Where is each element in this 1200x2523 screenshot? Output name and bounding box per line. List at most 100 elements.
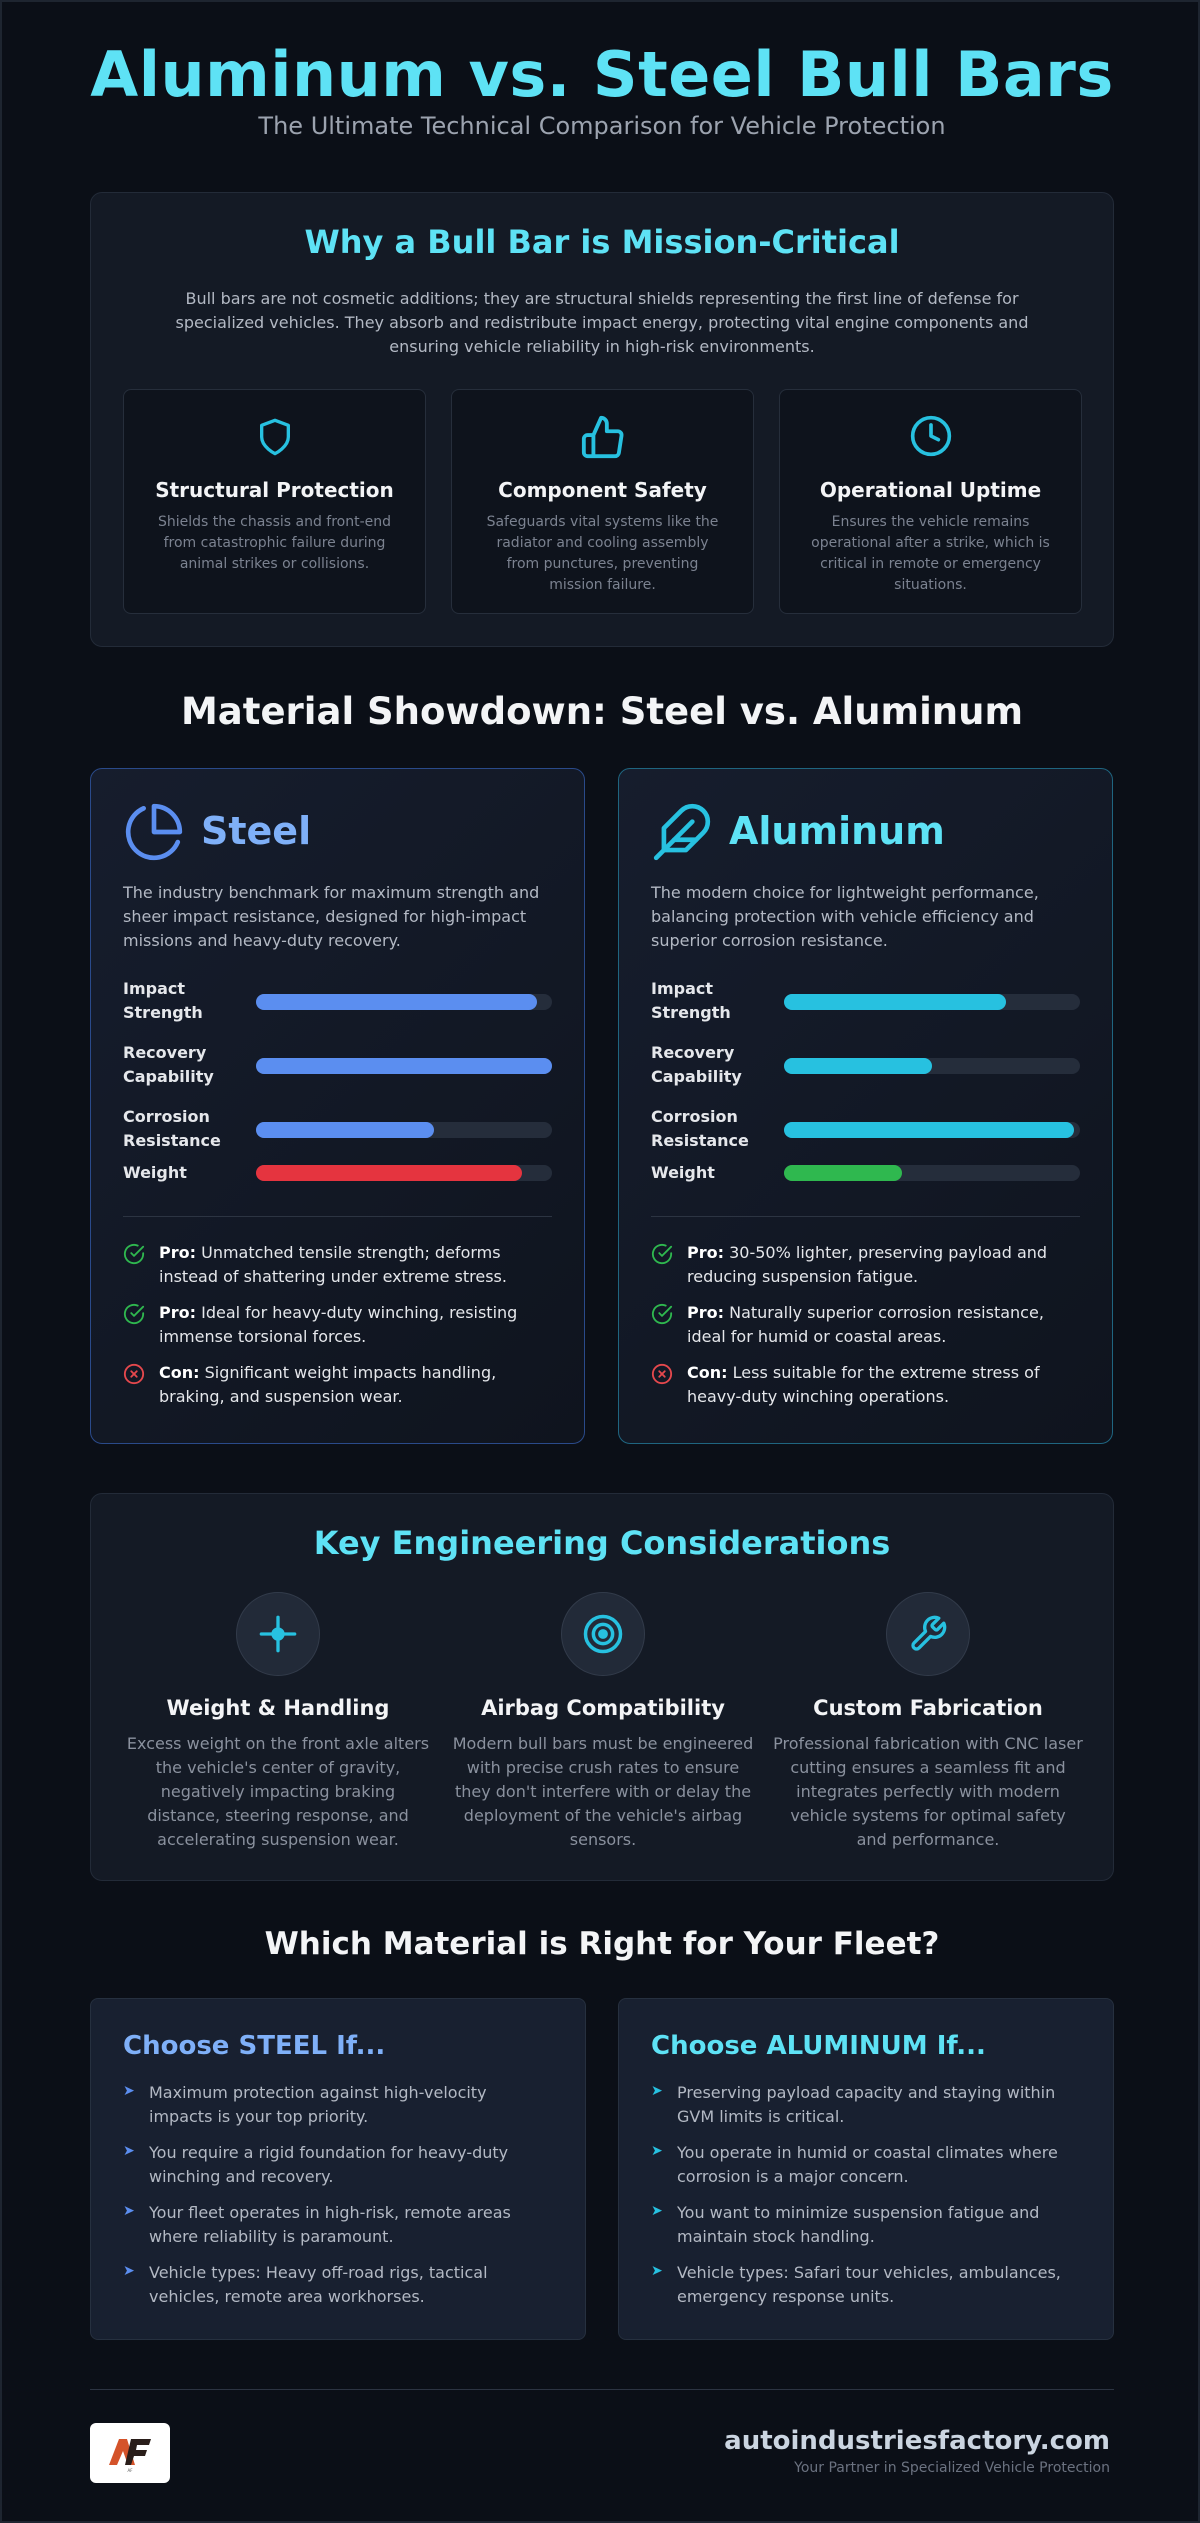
metric-track — [256, 1122, 552, 1138]
metric-track — [784, 1165, 1080, 1181]
aluminum-card: Aluminum The modern choice for lightweig… — [618, 768, 1113, 1444]
engineering-desc: Excess weight on the front axle alters t… — [126, 1734, 430, 1849]
benefit-desc: Safeguards vital systems like the radiat… — [486, 514, 719, 593]
material-name: Steel — [201, 809, 312, 853]
metric-label: Impact Strength — [123, 979, 203, 1022]
list-item-text: Vehicle types: Heavy off-road rigs, tact… — [149, 2263, 488, 2306]
metric-fill — [784, 994, 1006, 1010]
company-logo[interactable]: AF — [90, 2423, 170, 2483]
arrow-icon: ➤ — [651, 2203, 663, 2219]
metric-weight: Weight — [651, 1161, 1080, 1185]
benefit-title: Structural Protection — [155, 478, 394, 502]
pro-label: Pro: — [159, 1243, 197, 1262]
x-circle-icon — [123, 1363, 145, 1385]
metric-corrosion-resistance: Corrosion Resistance — [651, 1105, 1080, 1155]
con-text: Less suitable for the extreme stress of … — [687, 1363, 1040, 1406]
list-item-text: You operate in humid or coastal climates… — [677, 2143, 1058, 2186]
metric-recovery-capability: Recovery Capability — [123, 1041, 552, 1091]
metric-fill — [784, 1122, 1075, 1138]
engineering-desc: Professional fabrication with CNC laser … — [773, 1734, 1083, 1849]
engineering-title-item: Weight & Handling — [166, 1696, 390, 1720]
metric-track — [256, 994, 552, 1010]
arrow-icon: ➤ — [123, 2083, 135, 2099]
material-desc: The industry benchmark for maximum stren… — [123, 883, 540, 950]
metric-label: Corrosion Resistance — [123, 1107, 221, 1150]
check-circle-icon — [651, 1303, 673, 1325]
check-circle-icon — [123, 1243, 145, 1265]
pro-text: Unmatched tensile strength; deforms inst… — [159, 1243, 507, 1286]
list-item-text: You require a rigid foundation for heavy… — [149, 2143, 509, 2186]
clock-icon — [780, 414, 1081, 460]
engineering-title-item: Custom Fabrication — [813, 1696, 1043, 1720]
choose-title: Choose STEEL If... — [123, 2031, 386, 2061]
pro-text: Naturally superior corrosion resistance,… — [687, 1303, 1044, 1346]
footer-divider — [90, 2389, 1114, 2390]
check-circle-icon — [651, 1243, 673, 1265]
thumbs-up-icon — [452, 414, 753, 460]
choose-title: Choose ALUMINUM If... — [651, 2031, 986, 2061]
divider — [651, 1216, 1080, 1217]
engineering-panel: Key Engineering Considerations Weight & … — [90, 1493, 1114, 1881]
benefit-title: Component Safety — [498, 478, 707, 502]
logo-text: AF — [127, 2468, 133, 2473]
arrow-icon: ➤ — [123, 2143, 135, 2159]
benefit-desc: Ensures the vehicle remains operational … — [811, 514, 1050, 593]
metric-label: Recovery Capability — [123, 1043, 214, 1086]
metric-corrosion-resistance: Corrosion Resistance — [123, 1105, 552, 1155]
metric-track — [256, 1165, 552, 1181]
metric-label: Impact Strength — [651, 979, 731, 1022]
metric-fill — [784, 1165, 903, 1181]
metric-track — [256, 1058, 552, 1074]
metric-track — [784, 1122, 1080, 1138]
benefit-card-uptime: Operational Uptime Ensures the vehicle r… — [779, 389, 1082, 614]
metric-label: Corrosion Resistance — [651, 1107, 749, 1150]
metric-label: Weight — [651, 1163, 715, 1182]
arrow-icon: ➤ — [651, 2263, 663, 2279]
metric-impact-strength: Impact Strength — [123, 977, 552, 1027]
benefit-title: Operational Uptime — [819, 478, 1042, 502]
steel-card: Steel The industry benchmark for maximum… — [90, 768, 585, 1444]
pro-text: Ideal for heavy-duty winching, resisting… — [159, 1303, 518, 1346]
metric-fill — [256, 1122, 434, 1138]
mission-intro: Bull bars are not cosmetic additions; th… — [175, 289, 1029, 356]
benefit-card-structural: Structural Protection Shields the chassi… — [123, 389, 426, 614]
metric-fill — [256, 1165, 523, 1181]
arrow-icon: ➤ — [651, 2083, 663, 2099]
list-item-text: Vehicle types: Safari tour vehicles, amb… — [677, 2263, 1061, 2306]
check-circle-icon — [123, 1303, 145, 1325]
pro-label: Pro: — [687, 1303, 725, 1322]
benefit-card-component: Component Safety Safeguards vital system… — [451, 389, 754, 614]
engineering-desc: Modern bull bars must be engineered with… — [452, 1734, 754, 1849]
feather-icon — [651, 801, 713, 863]
list-item-text: Maximum protection against high-velocity… — [149, 2083, 487, 2126]
pro-label: Pro: — [687, 1243, 725, 1262]
arrow-icon: ➤ — [651, 2143, 663, 2159]
con-text: Significant weight impacts handling, bra… — [159, 1363, 497, 1406]
pro-text: 30-50% lighter, preserving payload and r… — [687, 1243, 1048, 1286]
engineering-title-item: Airbag Compatibility — [481, 1696, 725, 1720]
crosshair-icon — [236, 1592, 320, 1676]
list-item-text: You want to minimize suspension fatigue … — [677, 2203, 1040, 2246]
metric-weight: Weight — [123, 1161, 552, 1185]
wrench-icon — [886, 1592, 970, 1676]
choose-steel-card: Choose STEEL If... ➤ Maximum protection … — [90, 1998, 586, 2340]
metric-track — [784, 1058, 1080, 1074]
metric-fill — [784, 1058, 932, 1074]
fleet-title: Which Material is Right for Your Fleet? — [264, 1926, 940, 1962]
showdown-title: Material Showdown: Steel vs. Aluminum — [180, 690, 1024, 733]
metric-recovery-capability: Recovery Capability — [651, 1041, 1080, 1091]
footer-tagline: Your Partner in Specialized Vehicle Prot… — [794, 2460, 1110, 2476]
material-desc: The modern choice for lightweight perfor… — [651, 883, 1039, 950]
pie-chart-icon — [123, 801, 185, 863]
target-icon — [561, 1592, 645, 1676]
benefit-desc: Shields the chassis and front-end from c… — [157, 514, 392, 572]
arrow-icon: ➤ — [123, 2263, 135, 2279]
metric-fill — [256, 994, 538, 1010]
divider — [123, 1216, 552, 1217]
site-link[interactable]: autoindustriesfactory.com — [724, 2426, 1110, 2456]
metric-impact-strength: Impact Strength — [651, 977, 1080, 1027]
material-name: Aluminum — [729, 809, 945, 853]
choose-aluminum-card: Choose ALUMINUM If... ➤ Preserving paylo… — [618, 1998, 1114, 2340]
page-title: Aluminum vs. Steel Bull Bars — [90, 38, 1114, 111]
